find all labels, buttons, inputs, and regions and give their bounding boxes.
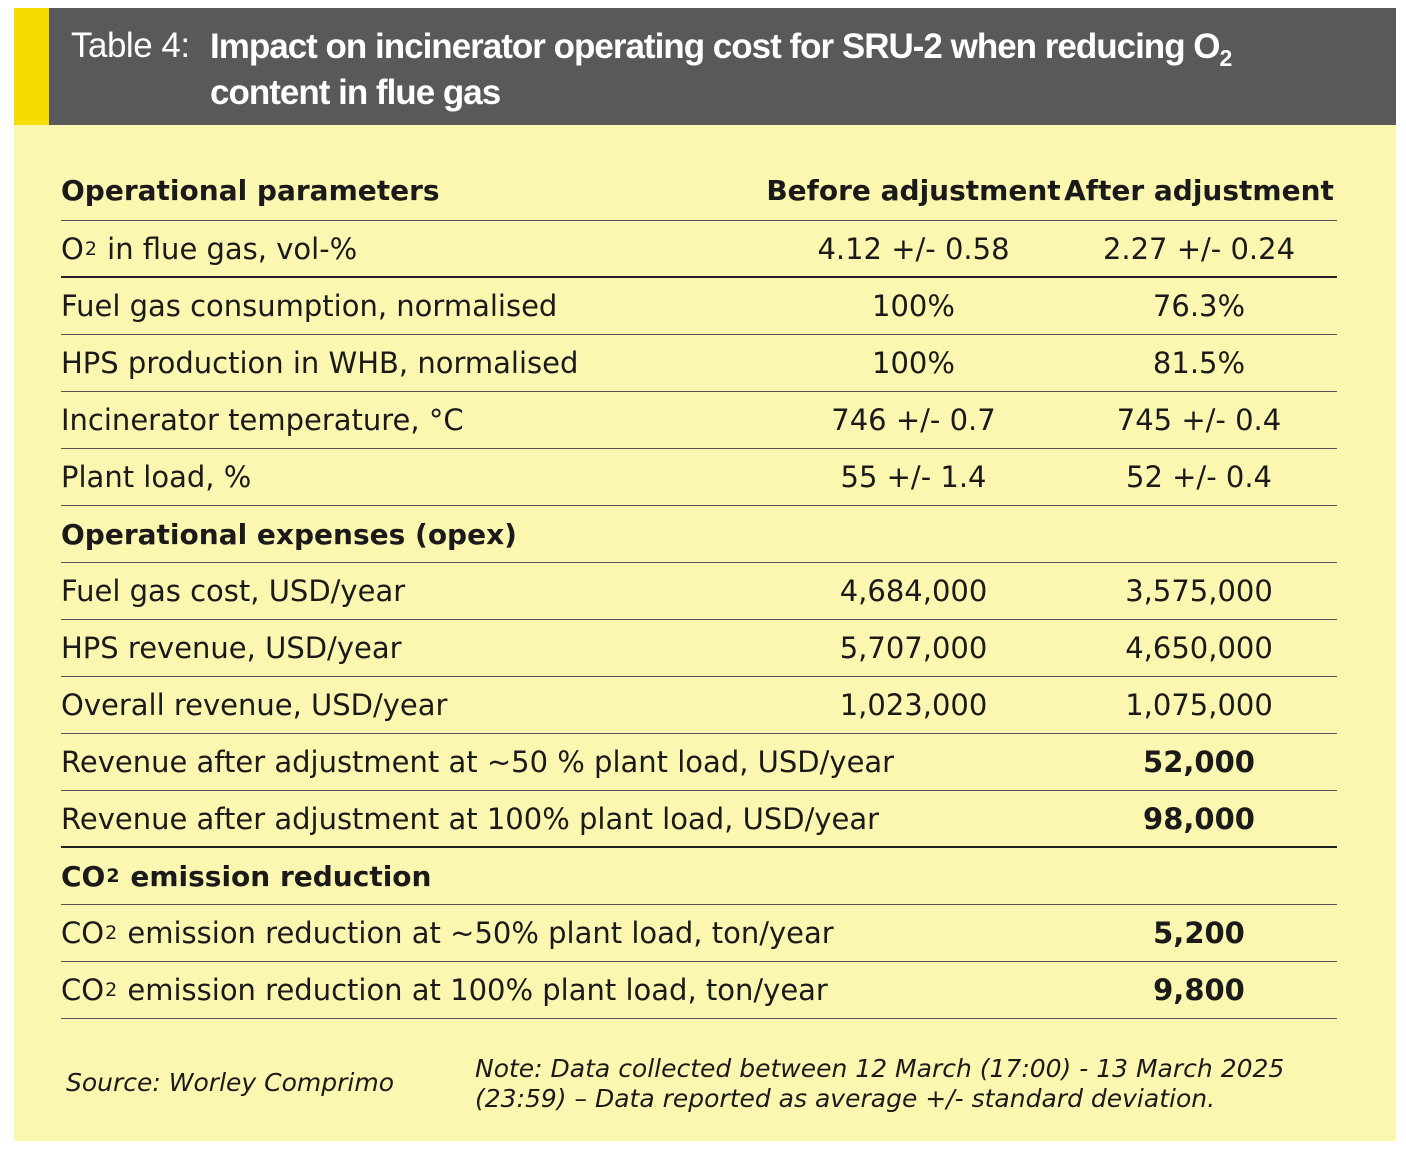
row-label: Fuel gas cost, USD/year (61, 574, 406, 608)
title-subscript: 2 (1219, 45, 1233, 71)
after-value: 3,575,000 (1125, 574, 1273, 608)
before-value: 4.12 +/- 0.58 (817, 231, 1010, 266)
data-table: Operational parameters Before adjustment… (61, 161, 1337, 1019)
table-row: Incinerator temperature, °C 746 +/- 0.7 … (61, 392, 1337, 449)
source-credit: Source: Worley Comprimo (66, 1068, 394, 1097)
row-label: HPS production in WHB, normalised (61, 346, 579, 380)
section-heading-opex: Operational expenses (opex) (61, 517, 517, 551)
table-row: CO 2 emission reduction at 100% plant loa… (61, 962, 1337, 1019)
after-value: 52 +/- 0.4 (1126, 460, 1272, 494)
row-label: Overall revenue, USD/year (61, 688, 448, 722)
table-row: Revenue after adjustment at ~50 % plant … (61, 734, 1337, 791)
table-row: Overall revenue, USD/year 1,023,000 1,07… (61, 677, 1337, 734)
table-row: Fuel gas consumption, normalised 100% 76… (61, 278, 1337, 335)
after-value: 52,000 (1143, 745, 1255, 779)
table-row: HPS revenue, USD/year 5,707,000 4,650,00… (61, 620, 1337, 677)
after-value: 98,000 (1143, 801, 1255, 836)
section-heading-co2: CO 2 emission reduction (61, 859, 432, 893)
table-row: CO 2 emission reduction at ~50% plant loa… (61, 905, 1337, 962)
column-header-after: After adjustment (1064, 174, 1334, 207)
table-header: Table 4: Impact on incinerator operating… (14, 8, 1396, 125)
row-label: Plant load, % (61, 460, 252, 494)
table-row: HPS production in WHB, normalised 100% 8… (61, 335, 1337, 392)
row-label: CO 2 emission reduction at 100% plant loa… (61, 973, 828, 1007)
after-value: 745 +/- 0.4 (1116, 403, 1282, 437)
title-line2: content in flue gas (210, 73, 501, 112)
before-value: 746 +/- 0.7 (831, 403, 996, 437)
row-label: HPS revenue, USD/year (61, 631, 402, 665)
after-value: 2.27 +/- 0.24 (1102, 231, 1296, 266)
table-row: Plant load, % 55 +/- 1.4 52 +/- 0.4 (61, 449, 1337, 506)
after-value: 76.3% (1152, 289, 1246, 323)
table-row: Revenue after adjustment at 100% plant l… (61, 791, 1337, 848)
row-label: Incinerator temperature, °C (61, 403, 464, 437)
before-value: 1,023,000 (839, 688, 988, 722)
row-label: Fuel gas consumption, normalised (61, 289, 558, 323)
after-value: 1,075,000 (1125, 688, 1273, 722)
before-value: 100% (872, 346, 955, 380)
after-value: 4,650,000 (1125, 631, 1273, 665)
before-value: 100% (872, 289, 955, 323)
row-label: CO 2 emission reduction at ~50% plant loa… (61, 916, 834, 950)
row-label: Revenue after adjustment at ~50 % plant … (61, 745, 895, 779)
after-value: 5,200 (1153, 916, 1245, 950)
row-label: Revenue after adjustment at 100% plant l… (61, 801, 880, 836)
column-header-parameter: Operational parameters (61, 174, 440, 207)
table-footer: Source: Worley Comprimo Note: Data colle… (14, 1052, 1396, 1132)
column-header-row: Operational parameters Before adjustment… (61, 161, 1337, 221)
column-header-before: Before adjustment (766, 174, 1061, 207)
after-value: 9,800 (1153, 973, 1245, 1007)
table-card: Table 4: Impact on incinerator operating… (14, 8, 1396, 1141)
before-value: 4,684,000 (839, 574, 988, 608)
before-value: 55 +/- 1.4 (840, 460, 987, 494)
table-number: Table 4: (71, 26, 190, 65)
after-value: 81.5% (1152, 346, 1246, 380)
title-line1: Impact on incinerator operating cost for… (210, 27, 1221, 66)
section-heading-row: Operational expenses (opex) (61, 506, 1337, 563)
footnote: Note: Data collected between 12 March (1… (475, 1054, 1285, 1113)
table-title: Impact on incinerator operating cost for… (210, 24, 1380, 116)
accent-bar (14, 8, 49, 125)
before-value: 5,707,000 (839, 631, 988, 665)
section-heading-row: CO 2 emission reduction (61, 848, 1337, 905)
table-row: Fuel gas cost, USD/year 4,684,000 3,575,… (61, 563, 1337, 620)
